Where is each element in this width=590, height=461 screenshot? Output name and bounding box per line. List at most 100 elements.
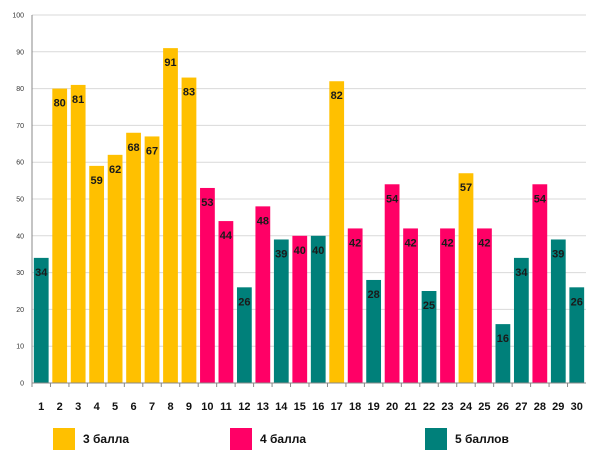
legend-label: 4 балла bbox=[260, 432, 306, 446]
x-tick-label: 21 bbox=[404, 401, 416, 413]
bar-value-label: 68 bbox=[127, 142, 139, 154]
bar-value-label: 26 bbox=[571, 296, 583, 308]
x-tick-label: 15 bbox=[294, 401, 306, 413]
bar bbox=[310, 235, 326, 383]
x-tick-label: 20 bbox=[386, 401, 398, 413]
x-tick-label: 19 bbox=[368, 401, 380, 413]
bar-value-label: 28 bbox=[368, 289, 380, 301]
bar-value-label: 39 bbox=[275, 248, 287, 260]
x-tick-label: 1 bbox=[38, 401, 44, 413]
bar bbox=[218, 221, 234, 383]
y-tick-label: 30 bbox=[16, 270, 24, 277]
bar bbox=[477, 228, 492, 383]
bar bbox=[144, 136, 160, 383]
bar-value-label: 42 bbox=[478, 237, 490, 249]
bar-value-label: 67 bbox=[146, 145, 158, 157]
bar bbox=[495, 324, 511, 383]
bar bbox=[513, 257, 529, 383]
y-tick-label: 40 bbox=[16, 233, 24, 240]
x-tick-label: 24 bbox=[460, 401, 473, 413]
bar-value-label: 40 bbox=[294, 245, 306, 257]
x-tick-label: 5 bbox=[112, 401, 118, 413]
y-tick-label: 0 bbox=[20, 381, 24, 388]
data-labels: 34 80 81 59 62 68 67 91 83 53 44 26 48 39 40 40 82 42 28 54… bbox=[35, 57, 583, 345]
bar bbox=[329, 81, 345, 384]
x-tick-label: 3 bbox=[75, 401, 81, 413]
legend-swatch bbox=[425, 428, 447, 450]
y-tick-label: 60 bbox=[16, 160, 24, 167]
bar-value-label: 26 bbox=[238, 296, 250, 308]
bar-value-label: 39 bbox=[552, 248, 564, 260]
bar bbox=[550, 239, 566, 383]
legend: 3 балла 4 балла 5 баллов bbox=[53, 428, 509, 450]
bar bbox=[126, 132, 141, 383]
bar-value-label: 42 bbox=[349, 237, 361, 249]
x-tick-label: 23 bbox=[441, 401, 453, 413]
bar-value-label: 16 bbox=[497, 333, 509, 345]
bar-value-label: 48 bbox=[257, 215, 269, 227]
bar bbox=[70, 84, 86, 384]
bars bbox=[33, 48, 585, 384]
bar-value-label: 42 bbox=[441, 237, 453, 249]
x-tick-label: 27 bbox=[515, 401, 527, 413]
y-tick-label: 10 bbox=[16, 344, 24, 351]
y-tick-label: 100 bbox=[12, 13, 24, 20]
bar-value-label: 62 bbox=[109, 164, 121, 176]
x-tick-label: 6 bbox=[131, 401, 137, 413]
bar-value-label: 82 bbox=[331, 90, 343, 102]
x-tick-label: 29 bbox=[552, 401, 564, 413]
y-tick-label: 70 bbox=[16, 123, 24, 130]
legend-label: 5 баллов bbox=[455, 432, 509, 446]
legend-swatch bbox=[230, 428, 252, 450]
x-tick-label: 12 bbox=[238, 401, 250, 413]
bar bbox=[200, 187, 215, 383]
x-tick-label: 16 bbox=[312, 401, 324, 413]
bar bbox=[532, 184, 548, 383]
bar bbox=[273, 239, 289, 383]
bar bbox=[163, 48, 178, 384]
bar bbox=[181, 77, 197, 383]
x-tick-label: 30 bbox=[571, 401, 583, 413]
y-tick-label: 50 bbox=[16, 197, 24, 204]
bar-value-label: 42 bbox=[404, 237, 416, 249]
bar-value-label: 83 bbox=[183, 87, 195, 99]
bar bbox=[421, 291, 437, 383]
y-tick-label: 90 bbox=[16, 49, 24, 56]
x-tick-label: 13 bbox=[257, 401, 269, 413]
bar bbox=[255, 206, 271, 383]
bar bbox=[52, 88, 68, 383]
bar bbox=[384, 184, 400, 383]
bar bbox=[292, 235, 308, 383]
legend-label: 3 балла bbox=[83, 432, 129, 446]
x-tick-label: 22 bbox=[423, 401, 435, 413]
x-tick-label: 25 bbox=[478, 401, 490, 413]
bar-value-label: 53 bbox=[201, 197, 213, 209]
bar-value-label: 54 bbox=[386, 193, 399, 205]
bar-value-label: 44 bbox=[220, 230, 233, 242]
bar bbox=[440, 228, 455, 383]
x-tick-label: 4 bbox=[94, 401, 101, 413]
bar-value-label: 25 bbox=[423, 300, 435, 312]
bar bbox=[89, 165, 105, 383]
bar bbox=[33, 257, 49, 383]
bar-value-label: 59 bbox=[91, 175, 103, 187]
x-tick-label: 10 bbox=[201, 401, 213, 413]
bar bbox=[107, 154, 123, 383]
y-tick-label: 80 bbox=[16, 86, 24, 93]
x-tick-label: 9 bbox=[186, 401, 192, 413]
x-tick-label: 18 bbox=[349, 401, 361, 413]
x-tick-label: 17 bbox=[331, 401, 343, 413]
x-tick-label: 14 bbox=[275, 401, 288, 413]
bar bbox=[347, 228, 363, 383]
y-axis: 0 10 20 30 40 50 60 70 80 90 100 bbox=[12, 13, 33, 388]
bar-value-label: 91 bbox=[164, 57, 176, 69]
x-tick-label: 28 bbox=[534, 401, 546, 413]
x-axis: 1 2 3 4 5 6 7 8 9 10 11 12 13 14 15 16 17 18 19 20 21 22 23 24 2… bbox=[31, 382, 586, 413]
x-tick-label: 11 bbox=[220, 401, 232, 413]
bar-value-label: 57 bbox=[460, 182, 472, 194]
x-tick-label: 2 bbox=[57, 401, 63, 413]
bar-value-label: 81 bbox=[72, 94, 84, 106]
bar bbox=[403, 228, 418, 383]
bar-value-label: 34 bbox=[35, 267, 48, 279]
